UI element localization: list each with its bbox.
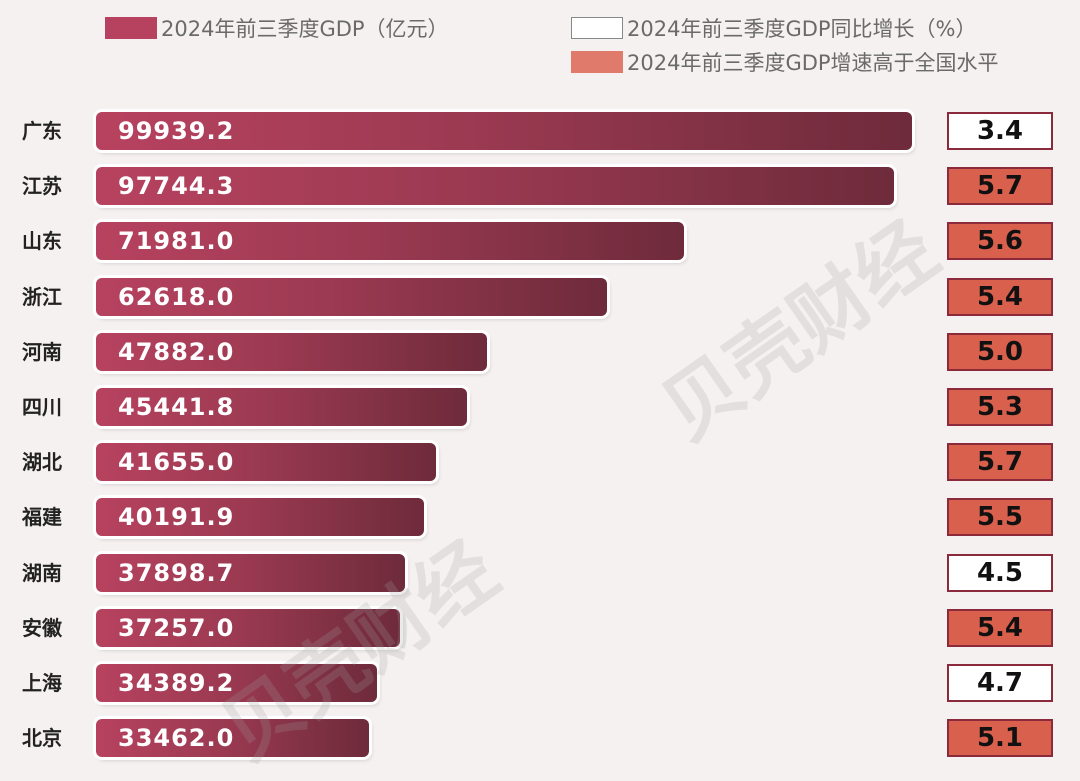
gdp-value-label: 34389.2	[118, 669, 235, 697]
gdp-bar	[96, 332, 487, 371]
category-label: 四川	[22, 395, 62, 419]
gdp-bar	[96, 498, 425, 537]
growth-value-box: 5.4	[947, 608, 1053, 647]
gdp-value-label: 40191.9	[118, 503, 235, 532]
category-label: 上海	[22, 671, 62, 695]
gdp-value-label: 62618.0	[118, 282, 235, 311]
category-label: 湖南	[22, 560, 62, 585]
legend-swatch-above-national	[571, 51, 623, 73]
category-label: 湖北	[22, 450, 62, 475]
growth-value-box: 5.7	[947, 443, 1053, 482]
legend-label-growth: 2024年前三季度GDP同比增长（%）	[627, 17, 977, 41]
growth-value-box: 5.6	[947, 222, 1053, 261]
gdp-bar	[96, 388, 468, 426]
growth-value-box: 5.1	[947, 719, 1053, 758]
gdp-value-label: 99939.2	[118, 117, 235, 145]
legend-swatch-growth	[571, 17, 623, 39]
growth-value-box: 4.5	[947, 553, 1053, 592]
growth-value-box: 5.5	[947, 498, 1053, 537]
legend-swatch-gdp	[105, 17, 157, 39]
legend-label-above-national: 2024年前三季度GDP增速高于全国水平	[627, 51, 999, 75]
legend-item-gdp: 2024年前三季度GDP（亿元）	[105, 13, 449, 43]
category-label: 河南	[22, 339, 62, 364]
gdp-bar	[96, 277, 608, 316]
growth-value-box: 3.4	[947, 112, 1053, 150]
growth-value-box: 4.7	[947, 664, 1053, 702]
growth-value-box: 5.7	[947, 167, 1053, 206]
category-label: 广东	[22, 119, 62, 143]
growth-value-box: 5.4	[947, 277, 1053, 316]
category-label: 山东	[22, 229, 62, 254]
gdp-value-label: 41655.0	[118, 448, 235, 477]
gdp-bar	[96, 664, 377, 702]
gdp-value-label: 37898.7	[118, 558, 235, 587]
category-label: 江苏	[22, 174, 62, 199]
category-label: 北京	[22, 726, 62, 751]
gdp-bar	[96, 443, 437, 482]
gdp-value-label: 71981.0	[118, 227, 235, 256]
gdp-value-label: 37257.0	[118, 613, 235, 642]
growth-value-box: 5.0	[947, 332, 1053, 371]
legend-item-growth: 2024年前三季度GDP同比增长（%）	[571, 13, 977, 43]
category-label: 浙江	[22, 284, 62, 309]
gdp-bar	[96, 553, 406, 592]
gdp-bar	[96, 719, 370, 758]
gdp-bar	[96, 608, 401, 647]
gdp-value-label: 97744.3	[118, 172, 235, 201]
gdp-value-label: 45441.8	[118, 393, 235, 421]
gdp-value-label: 47882.0	[118, 337, 235, 366]
legend-item-above-national: 2024年前三季度GDP增速高于全国水平	[571, 47, 999, 77]
gdp-value-label: 33462.0	[118, 724, 235, 753]
gdp-bar	[96, 167, 895, 206]
legend-label-gdp: 2024年前三季度GDP（亿元）	[161, 17, 449, 41]
category-label: 福建	[22, 505, 62, 530]
gdp-bar	[96, 112, 912, 150]
category-label: 安徽	[22, 615, 62, 640]
gdp-bar	[96, 222, 684, 261]
growth-value-box: 5.3	[947, 388, 1053, 426]
